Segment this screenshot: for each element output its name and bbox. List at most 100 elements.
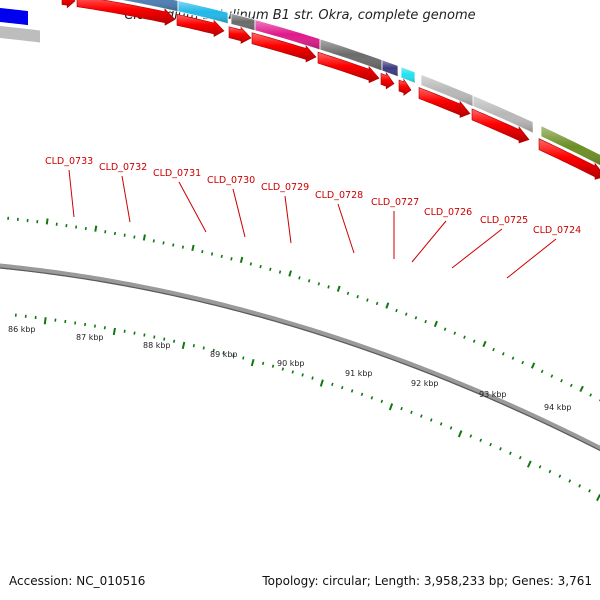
outer-tick [501,352,505,356]
inner-tick [271,364,275,368]
leader-line-CLD_0728 [337,203,355,254]
inner-tick [340,385,344,390]
genome-backbone [0,263,600,452]
outer-tick [385,302,390,309]
inner-tick [319,379,324,387]
inner-tick [153,335,156,339]
outer-tick [463,335,466,339]
gene-label-CLD_0727: CLD_0727 [371,197,419,208]
outer-tick [482,340,487,348]
gene-block-shade [231,13,255,31]
leader-line-CLD_0733 [68,169,75,218]
outer-tick [259,264,262,269]
inner-tick [133,331,136,335]
kbp-label: 91 kbp [345,369,373,378]
kbp-label: 86 kbp [8,325,36,334]
outer-tick [230,257,233,261]
outer-tick [550,374,554,378]
backbone-line [0,263,600,452]
gene-labels: CLD_0733 CLD_0732 CLD_0731 CLD_0730 CLD_0729… [45,156,581,236]
outer-tick [172,243,175,247]
outer-tick [336,285,341,292]
gene-label-CLD_0729: CLD_0729 [261,182,309,193]
gene-block-shade [421,74,473,107]
outer-tick [307,279,311,283]
outer-tick [142,234,146,241]
inner-tick [202,346,205,350]
outer-tick [278,270,282,274]
kbp-label: 87 kbp [76,333,104,342]
gene-block-shade [320,38,382,71]
inner-tick [212,348,215,353]
gene-label-CLD_0724: CLD_0724 [533,225,581,236]
genome-stats-text: Topology: circular; Length: 3,958,233 bp… [262,574,592,588]
gene-label-CLD_0733: CLD_0733 [45,156,93,167]
outer-tick [530,362,536,369]
inner-tick [242,356,245,360]
inner-tick [489,442,492,447]
outer-tick [560,379,563,383]
gene-label-CLD_0730: CLD_0730 [207,175,255,186]
outer-tick [346,291,350,296]
outer-tick [395,308,398,313]
outer-tick [181,245,185,249]
gene-label-CLD_0725: CLD_0725 [480,215,528,226]
outer-tick [298,276,301,280]
gene-block-shade [401,66,415,84]
gene-label-CLD_0726: CLD_0726 [424,207,472,218]
kbp-label: 90 kbp [277,359,305,368]
outer-tick [453,331,457,335]
outer-tick [569,383,573,388]
outer-tick [123,233,126,237]
leader-line-CLD_0732 [121,175,131,223]
outer-tick [472,339,476,343]
inner-tick [588,489,591,493]
cds-arrow [398,78,412,96]
inner-tick [291,370,294,374]
outer-tick [239,256,244,264]
cds-arrow [418,87,471,118]
leader-line-CLD_0731 [178,181,207,233]
cds-arrow [380,71,395,90]
inner-tick [578,484,582,488]
inner-tick [143,333,146,337]
inner-tick [400,406,403,411]
cds-arrow [538,138,600,180]
outer-tick [288,270,292,277]
inner-tick [509,451,512,455]
outer-tick [113,231,117,236]
outer-tick [133,235,136,239]
outer-tick [201,249,204,254]
outer-tick [104,230,107,234]
gene-block-shade [120,0,178,12]
inner-tick [518,456,522,460]
inner-tick [388,403,394,411]
inner-tick [538,465,542,469]
leader-line-CLD_0725 [451,228,503,269]
inner-tick [311,376,314,380]
outer-tick [210,252,214,256]
cds-arrow [471,108,530,144]
accession-text: Accession: NC_010516 [9,574,146,588]
inner-tick-ring [14,313,600,502]
feature-left-gray [0,25,40,43]
inner-tick [479,438,483,442]
cds-arrow-track [61,0,600,180]
inner-tick [222,351,225,355]
label-leader-lines [68,169,557,279]
gene-block-shade [178,0,228,24]
cds-arrow [317,51,380,84]
inner-tick [261,361,265,366]
inner-tick [469,434,473,438]
outer-tick [249,262,253,266]
outer-tick [191,244,195,252]
kbp-label: 89 kbp [210,350,238,359]
inner-tick [181,341,186,350]
inner-tick [232,353,235,358]
inner-tick [380,399,384,404]
kbp-tick-labels: 86 kbp 87 kbp 88 kbp 89 kbp 90 kbp 91 kbp 92 k… [8,325,572,412]
inner-tick [360,392,364,397]
cds-arrow [228,26,252,44]
